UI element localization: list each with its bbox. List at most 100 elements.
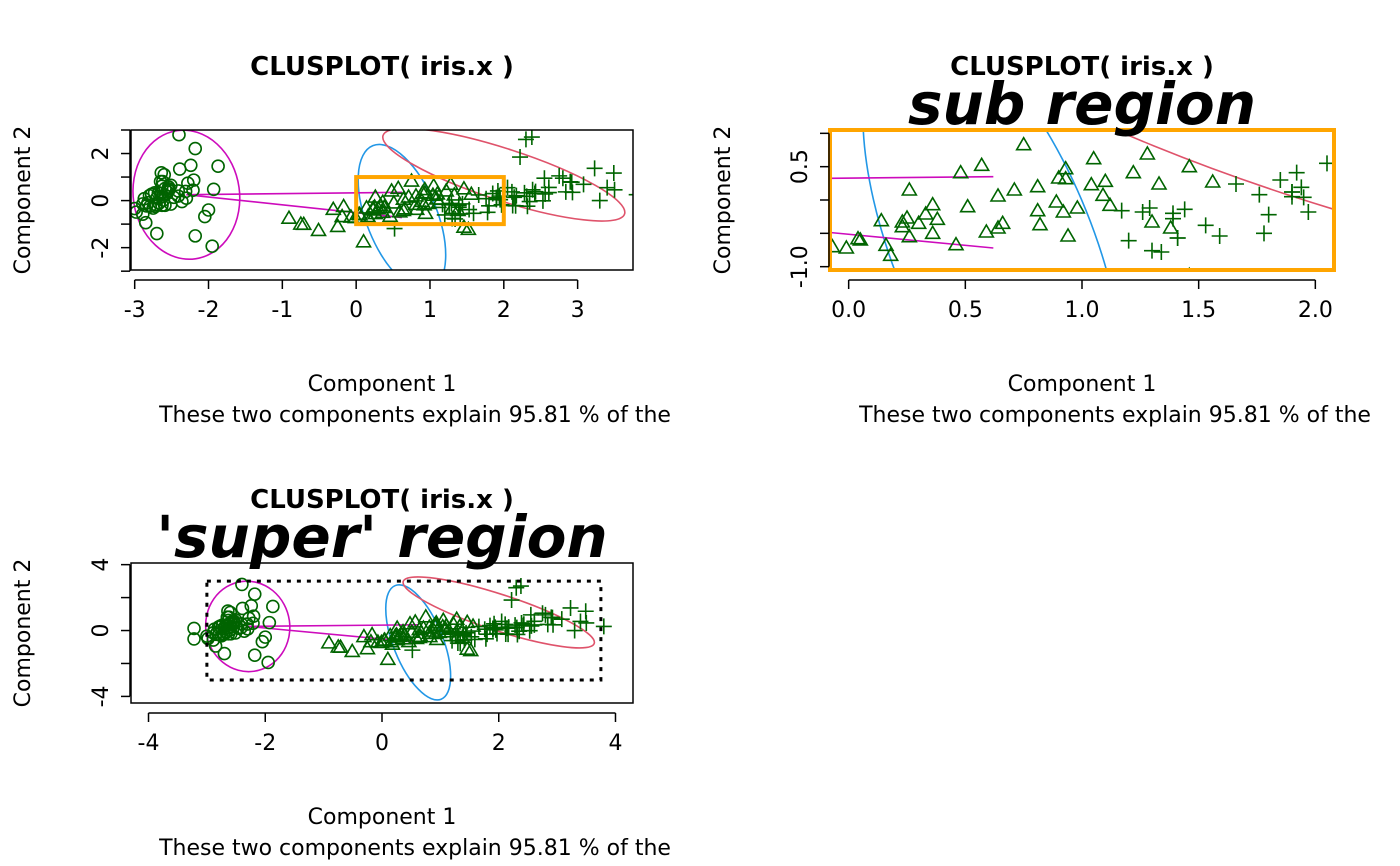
point-versicolor <box>1054 203 1072 218</box>
panel-super-subtitle: These two components explain 95.81 % of … <box>158 836 671 861</box>
point-versicolor <box>395 626 413 642</box>
panel-main-axes: -3 -2 -1 0 1 2 3 -2 0 2 <box>89 129 585 323</box>
point-versicolor <box>928 210 946 226</box>
sub-region-box <box>354 175 506 227</box>
point-virginica <box>1340 183 1356 199</box>
point-virginica <box>523 130 540 146</box>
point-versicolor <box>1124 164 1142 179</box>
panel-sub-subtitle: These two components explain 95.81 % of … <box>858 403 1371 428</box>
point-setosa <box>220 201 232 213</box>
point-setosa <box>262 615 277 630</box>
point-versicolor <box>952 164 970 179</box>
point-setosa <box>327 165 339 177</box>
point-versicolor <box>355 233 372 248</box>
point-versicolor <box>1143 213 1161 228</box>
point-versicolor <box>458 640 476 655</box>
point-versicolor <box>455 180 473 195</box>
point-versicolor <box>1047 193 1065 208</box>
point-virginica <box>575 176 592 193</box>
point-versicolor <box>830 238 841 253</box>
point-setosa <box>226 614 241 628</box>
point-versicolor <box>391 203 409 218</box>
point-virginica <box>1335 206 1351 222</box>
point-versicolor <box>364 201 382 216</box>
point-virginica <box>554 170 571 187</box>
point-versicolor <box>320 634 338 649</box>
point-setosa <box>235 601 250 616</box>
x-tick-label: -2 <box>254 731 276 756</box>
x-tick-label: 2 <box>497 298 511 323</box>
point-setosa <box>247 587 262 601</box>
panel-super-axes: -4 -2 0 2 4 -4 0 4 <box>89 558 622 756</box>
point-versicolor <box>324 200 342 216</box>
point-versicolor <box>408 629 425 645</box>
point-versicolor <box>865 310 879 322</box>
point-setosa <box>311 145 323 157</box>
point-setosa <box>112 192 124 204</box>
y-tick-label: 0 <box>89 194 114 208</box>
point-setosa <box>235 577 249 592</box>
x-tick-label: 1.5 <box>1181 298 1216 323</box>
point-versicolor <box>1180 158 1198 173</box>
point-setosa <box>388 323 400 335</box>
point-versicolor <box>434 611 452 627</box>
point-versicolor <box>973 156 991 172</box>
point-virginica <box>534 605 551 622</box>
point-versicolor <box>1150 175 1168 190</box>
point-setosa <box>155 179 169 194</box>
point-versicolor <box>917 205 935 220</box>
y-tick-label: -1.0 <box>788 245 813 288</box>
point-setosa <box>171 189 186 203</box>
point-virginica <box>513 614 530 631</box>
point-versicolor <box>1015 136 1033 151</box>
point-virginica <box>599 179 616 196</box>
point-virginica <box>404 642 421 659</box>
point-setosa <box>187 621 201 636</box>
x-tick-label: 0.0 <box>831 298 866 323</box>
point-versicolor <box>369 200 387 215</box>
point-versicolor <box>425 177 443 192</box>
point-versicolor <box>401 615 419 630</box>
point-setosa <box>206 172 218 184</box>
point-setosa <box>148 199 163 214</box>
point-versicolor <box>1005 181 1023 196</box>
point-virginica <box>1144 242 1160 259</box>
point-setosa <box>186 183 200 198</box>
point-setosa <box>220 201 232 213</box>
point-virginica <box>481 617 498 634</box>
point-versicolor <box>383 182 400 197</box>
point-virginica <box>1300 204 1317 220</box>
y-tick-label: 0 <box>89 624 114 638</box>
panel-sub-ylabel: Component 2 <box>711 126 736 275</box>
point-setosa <box>237 624 252 638</box>
point-versicolor <box>1085 150 1103 165</box>
x-tick-label: 2 <box>492 731 506 756</box>
point-virginica <box>484 620 501 637</box>
panel-sub-axes: 0.0 0.5 1.0 1.5 2.0 -1.0 0.5 <box>788 132 1333 323</box>
point-setosa <box>198 209 212 224</box>
x-tick-label: 4 <box>608 731 622 756</box>
point-versicolor <box>403 172 420 187</box>
point-virginica <box>562 599 579 616</box>
panel-sub-title: CLUSPLOT( iris.x ) <box>950 52 1214 82</box>
point-versicolor <box>403 623 421 638</box>
point-setosa <box>247 648 262 663</box>
sub-region-highlight-frame <box>828 128 1336 272</box>
point-virginica <box>605 165 622 182</box>
point-setosa <box>246 616 260 631</box>
point-virginica <box>436 206 453 223</box>
point-setosa <box>217 621 232 636</box>
point-virginica <box>1113 202 1130 219</box>
point-virginica <box>1382 208 1398 224</box>
panel-sub: CLUSPLOT( iris.x ) sub region 0.0 0.5 1.0 1… <box>206 52 1398 428</box>
point-setosa <box>188 141 203 156</box>
point-setosa <box>255 634 270 649</box>
point-versicolor <box>849 230 867 245</box>
point-versicolor <box>893 213 911 228</box>
point-setosa <box>172 130 186 142</box>
x-tick-label: 0 <box>375 731 389 756</box>
point-versicolor <box>407 187 425 202</box>
point-virginica <box>1288 164 1305 181</box>
point-versicolor <box>667 260 681 272</box>
panel-super: CLUSPLOT( iris.x ) 'super' region -4 -2 0 2… <box>11 485 671 861</box>
